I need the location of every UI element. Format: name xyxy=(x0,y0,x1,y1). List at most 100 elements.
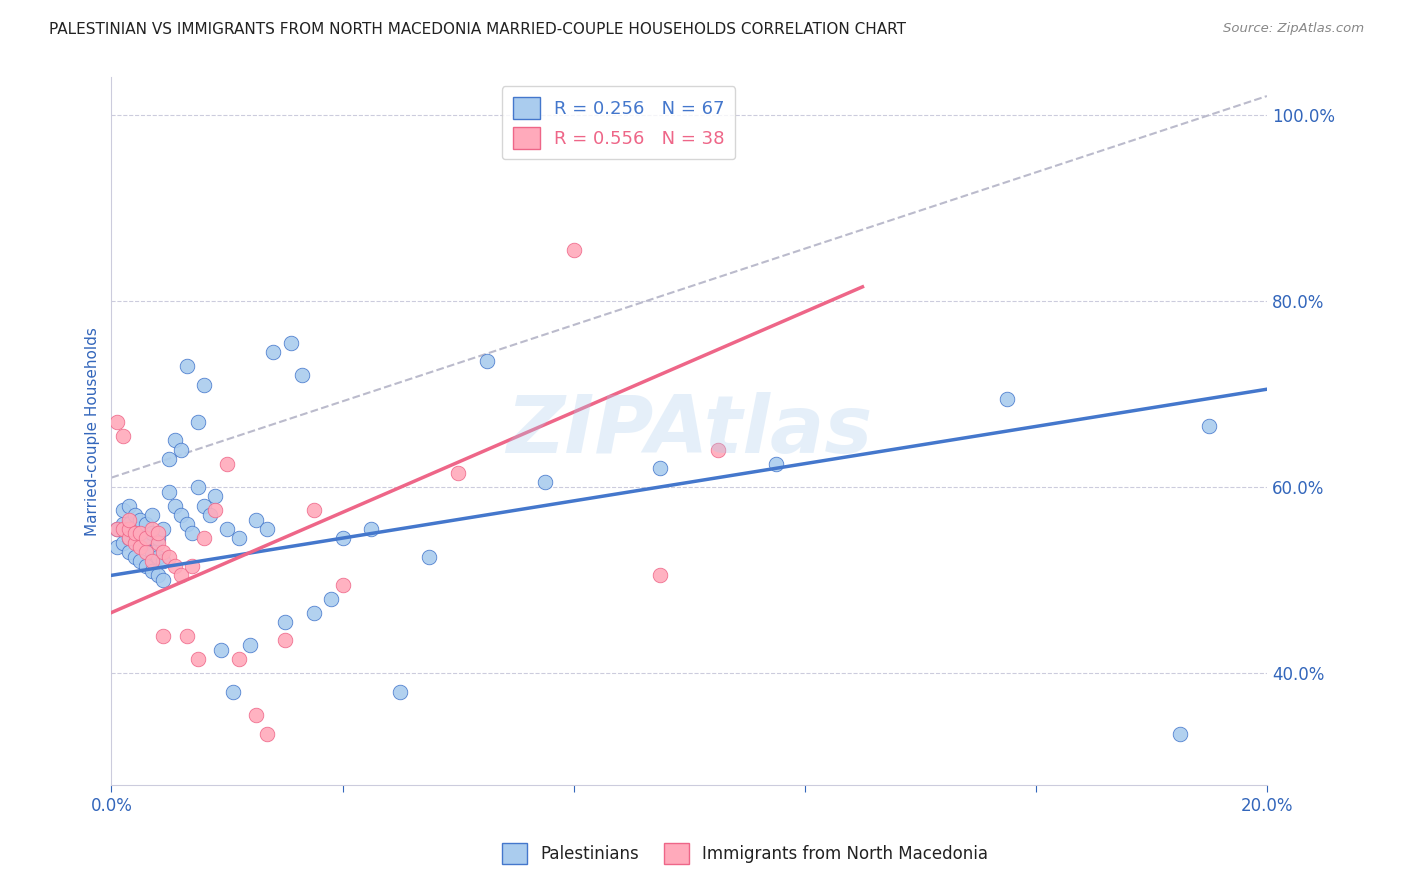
Point xyxy=(124,526,146,541)
Point xyxy=(239,638,262,652)
Point xyxy=(129,512,152,526)
Point xyxy=(141,522,163,536)
Point xyxy=(1198,419,1220,434)
Point xyxy=(111,522,134,536)
Point xyxy=(209,642,232,657)
Point xyxy=(124,535,146,549)
Point xyxy=(141,564,163,578)
Point xyxy=(302,503,325,517)
Point xyxy=(262,345,284,359)
Point xyxy=(176,629,198,643)
Point xyxy=(135,517,157,532)
Point xyxy=(129,554,152,568)
Point xyxy=(650,568,672,582)
Point xyxy=(146,535,169,549)
Point xyxy=(163,434,186,448)
Point xyxy=(141,508,163,522)
Point xyxy=(152,554,174,568)
Point xyxy=(204,503,226,517)
Point xyxy=(256,522,278,536)
Point xyxy=(141,526,163,541)
Point xyxy=(118,531,141,545)
Point xyxy=(319,591,342,606)
Point xyxy=(360,522,382,536)
Text: PALESTINIAN VS IMMIGRANTS FROM NORTH MACEDONIA MARRIED-COUPLE HOUSEHOLDS CORRELA: PALESTINIAN VS IMMIGRANTS FROM NORTH MAC… xyxy=(49,22,907,37)
Point xyxy=(118,522,141,536)
Point xyxy=(118,512,141,526)
Point xyxy=(228,531,250,545)
Point xyxy=(765,457,787,471)
Point xyxy=(193,377,215,392)
Point xyxy=(163,499,186,513)
Point xyxy=(105,522,128,536)
Point xyxy=(302,606,325,620)
Point xyxy=(193,531,215,545)
Point xyxy=(157,549,180,564)
Point xyxy=(152,573,174,587)
Point xyxy=(129,531,152,545)
Point xyxy=(187,415,209,429)
Point xyxy=(105,522,128,536)
Point xyxy=(256,726,278,740)
Point xyxy=(332,577,354,591)
Point xyxy=(707,442,730,457)
Point xyxy=(193,499,215,513)
Point xyxy=(274,633,297,648)
Point xyxy=(418,549,440,564)
Point xyxy=(118,517,141,532)
Legend: R = 0.256   N = 67, R = 0.556   N = 38: R = 0.256 N = 67, R = 0.556 N = 38 xyxy=(502,87,735,160)
Point xyxy=(170,442,193,457)
Point xyxy=(152,522,174,536)
Point xyxy=(222,684,245,698)
Point xyxy=(135,531,157,545)
Point xyxy=(215,457,238,471)
Point xyxy=(118,545,141,559)
Point xyxy=(187,652,209,666)
Point xyxy=(129,526,152,541)
Point xyxy=(170,508,193,522)
Point xyxy=(562,243,585,257)
Point xyxy=(533,475,555,490)
Point xyxy=(111,535,134,549)
Point xyxy=(389,684,412,698)
Point xyxy=(650,461,672,475)
Y-axis label: Married-couple Households: Married-couple Households xyxy=(86,326,100,535)
Point xyxy=(181,559,204,574)
Point xyxy=(152,629,174,643)
Point xyxy=(181,526,204,541)
Point xyxy=(111,503,134,517)
Point xyxy=(198,508,221,522)
Point xyxy=(157,484,180,499)
Point xyxy=(105,541,128,555)
Point xyxy=(228,652,250,666)
Point xyxy=(146,568,169,582)
Point xyxy=(280,335,302,350)
Point xyxy=(111,517,134,532)
Point xyxy=(146,549,169,564)
Point xyxy=(135,545,157,559)
Point xyxy=(124,549,146,564)
Point xyxy=(157,452,180,467)
Point xyxy=(995,392,1018,406)
Point xyxy=(291,368,314,383)
Point xyxy=(332,531,354,545)
Point xyxy=(111,429,134,443)
Text: Source: ZipAtlas.com: Source: ZipAtlas.com xyxy=(1223,22,1364,36)
Legend: Palestinians, Immigrants from North Macedonia: Palestinians, Immigrants from North Mace… xyxy=(495,837,995,871)
Point xyxy=(245,708,267,723)
Point xyxy=(204,489,226,503)
Point xyxy=(1168,726,1191,740)
Point xyxy=(170,568,193,582)
Point xyxy=(245,512,267,526)
Point xyxy=(274,615,297,629)
Point xyxy=(135,535,157,549)
Text: ZIPAtlas: ZIPAtlas xyxy=(506,392,872,470)
Point xyxy=(146,526,169,541)
Point xyxy=(187,480,209,494)
Point xyxy=(475,354,498,368)
Point xyxy=(124,526,146,541)
Point xyxy=(129,541,152,555)
Point xyxy=(176,359,198,373)
Point xyxy=(118,499,141,513)
Point xyxy=(141,554,163,568)
